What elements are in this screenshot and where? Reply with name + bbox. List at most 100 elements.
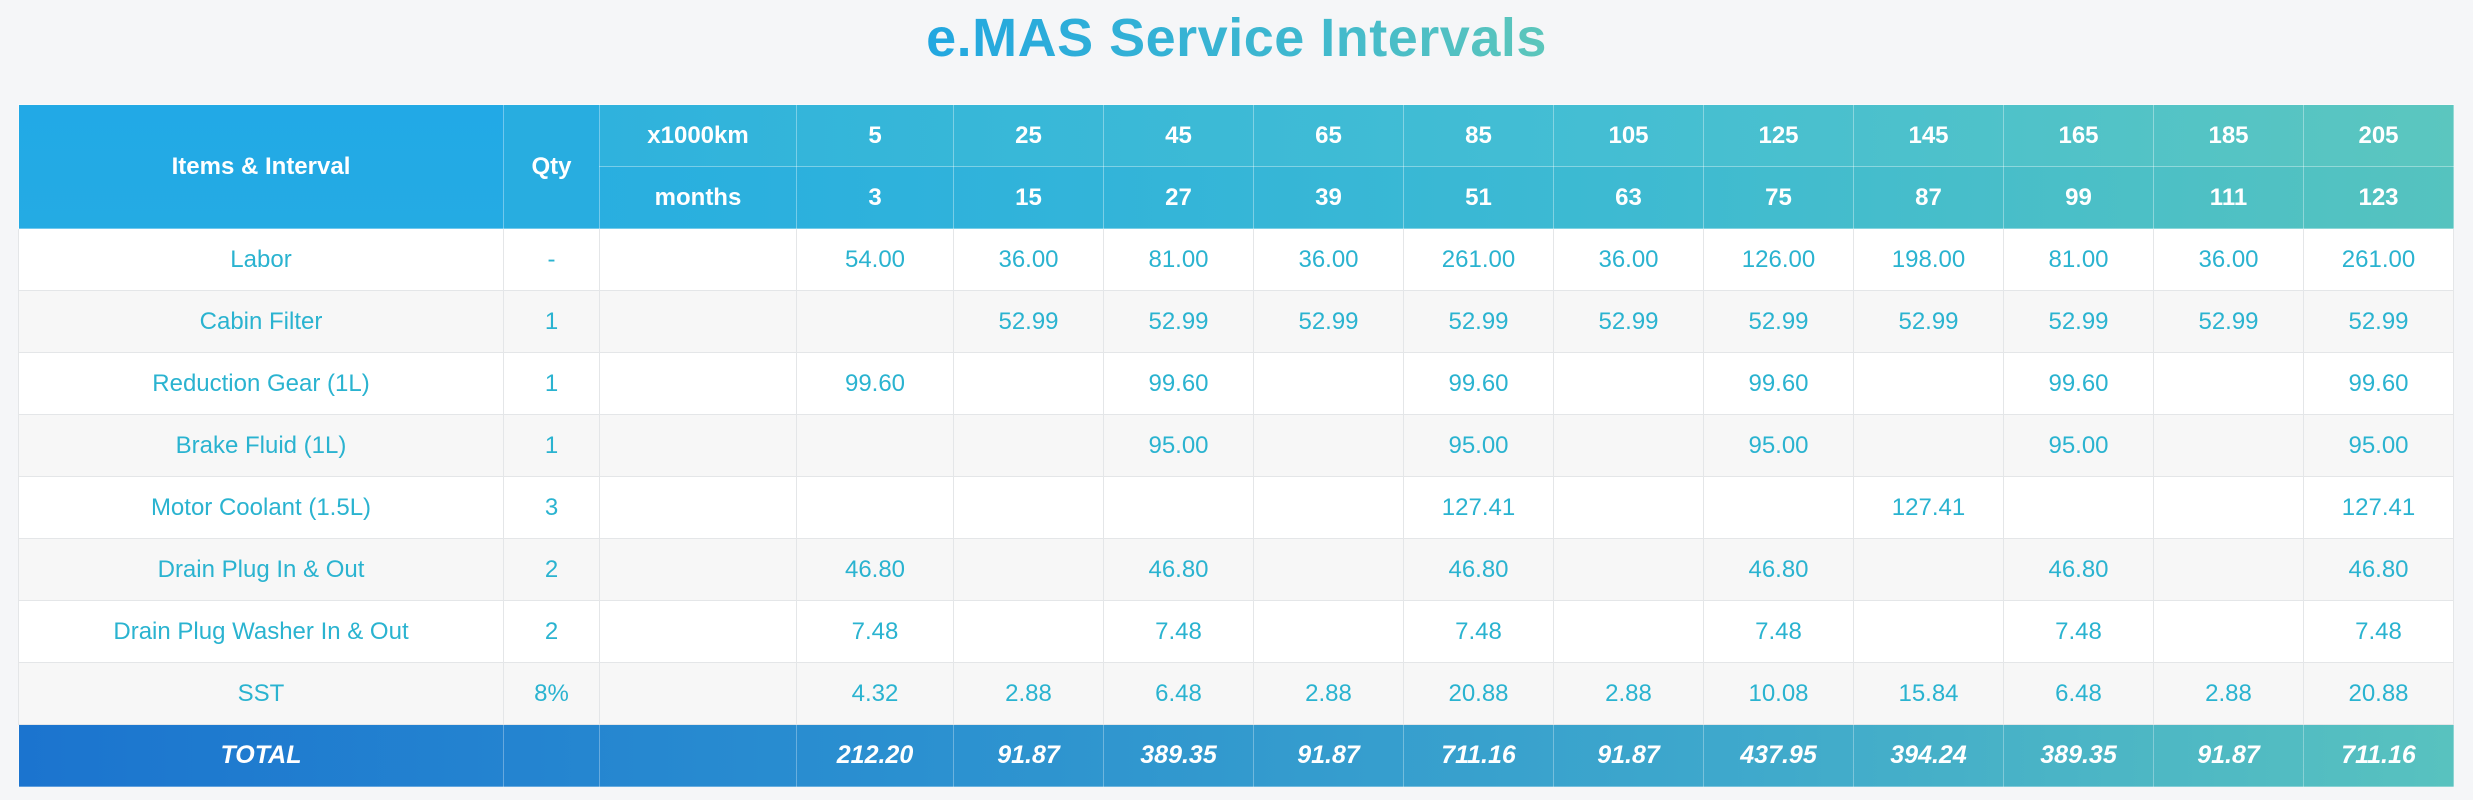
cost-cell <box>953 414 1104 477</box>
cost-cell: 36.00 <box>1553 228 1704 291</box>
table-row: Cabin Filter 1 52.99 52.99 52.99 52.99 52.99 52… <box>18 290 2454 353</box>
item-name-cell: Brake Fluid (1L) <box>18 414 504 477</box>
cost-cell: 52.99 <box>1703 290 1854 353</box>
km-interval-header: 5 <box>796 104 954 167</box>
qty-cell: 2 <box>503 538 600 601</box>
item-name-cell: Cabin Filter <box>18 290 504 353</box>
total-cost-cell: 389.35 <box>2003 724 2154 787</box>
cost-cell: 36.00 <box>1253 228 1404 291</box>
cost-cell: 81.00 <box>2003 228 2154 291</box>
km-interval-header: 165 <box>2003 104 2154 167</box>
cost-cell: 7.48 <box>1103 600 1254 663</box>
table-body: Labor -54.00 36.00 81.00 36.00 261.00 36.00 126… <box>18 228 2454 725</box>
cost-cell: 7.48 <box>1403 600 1554 663</box>
months-unit-header: months <box>599 166 797 229</box>
cost-cell: 52.99 <box>1253 290 1404 353</box>
items-interval-header: Items & Interval <box>18 104 504 229</box>
cost-cell: 2.88 <box>953 662 1104 725</box>
table-header: Items & Interval Qty x1000km 5 25 45 65 85 10… <box>18 104 2454 229</box>
cost-cell <box>2153 476 2304 539</box>
cost-cell: 127.41 <box>1403 476 1554 539</box>
km-interval-header: 205 <box>2303 104 2454 167</box>
cost-cell: 95.00 <box>2003 414 2154 477</box>
cost-cell: 99.60 <box>1103 352 1254 415</box>
item-name-cell: Drain Plug Washer In & Out <box>18 600 504 663</box>
total-label: TOTAL <box>18 724 504 787</box>
total-cost-cell: 711.16 <box>1403 724 1554 787</box>
table-row: Motor Coolant (1.5L) 3 127.41 127.41 127.41 <box>18 476 2454 539</box>
months-interval-header: 27 <box>1103 166 1254 229</box>
km-unit-header: x1000km <box>599 104 797 167</box>
qty-cell: 3 <box>503 476 600 539</box>
cost-cell <box>2153 352 2304 415</box>
months-interval-header: 99 <box>2003 166 2154 229</box>
unit-blank-cell <box>599 662 797 725</box>
cost-cell <box>2153 600 2304 663</box>
cost-cell: 52.99 <box>1103 290 1254 353</box>
cost-cell: 81.00 <box>1103 228 1254 291</box>
table-row: Drain Plug In & Out 2 46.80 46.80 46.80 46.80… <box>18 538 2454 601</box>
cost-cell <box>796 290 954 353</box>
cost-cell <box>953 476 1104 539</box>
cost-cell: 20.88 <box>1403 662 1554 725</box>
cost-cell <box>1553 476 1704 539</box>
cost-cell: 99.60 <box>1703 352 1854 415</box>
cost-cell <box>2153 414 2304 477</box>
qty-cell: 2 <box>503 600 600 663</box>
km-interval-header: 65 <box>1253 104 1404 167</box>
months-interval-header: 123 <box>2303 166 2454 229</box>
service-intervals-table: Items & Interval Qty x1000km 5 25 45 65 85 10… <box>18 104 2454 787</box>
cost-cell: 2.88 <box>2153 662 2304 725</box>
cost-cell: 52.99 <box>1553 290 1704 353</box>
cost-cell <box>953 538 1104 601</box>
cost-cell: 198.00 <box>1853 228 2004 291</box>
cost-cell: 99.60 <box>1403 352 1554 415</box>
total-cost-cell: 394.24 <box>1853 724 2004 787</box>
months-interval-header: 15 <box>953 166 1104 229</box>
cost-cell <box>1253 414 1404 477</box>
table-row: Reduction Gear (1L) 1 99.60 99.60 99.60 99.60… <box>18 352 2454 415</box>
qty-cell: - <box>503 228 600 291</box>
total-qty-cell <box>503 724 600 787</box>
qty-cell: 1 <box>503 290 600 353</box>
cost-cell <box>1853 352 2004 415</box>
cost-cell: 6.48 <box>1103 662 1254 725</box>
cost-cell <box>1253 476 1404 539</box>
cost-cell: 52.99 <box>2153 290 2304 353</box>
cost-cell: 95.00 <box>1103 414 1254 477</box>
cost-cell: 52.99 <box>1403 290 1554 353</box>
table-row: Labor -54.00 36.00 81.00 36.00 261.00 36.00 126… <box>18 228 2454 291</box>
item-name-cell: Drain Plug In & Out <box>18 538 504 601</box>
total-cost-cell: 389.35 <box>1103 724 1254 787</box>
cost-cell <box>1253 538 1404 601</box>
cost-cell: 46.80 <box>2303 538 2454 601</box>
cost-cell <box>1553 352 1704 415</box>
qty-cell: 1 <box>503 352 600 415</box>
cost-cell: 10.08 <box>1703 662 1854 725</box>
cost-cell: 46.80 <box>1103 538 1254 601</box>
months-interval-header: 63 <box>1553 166 1704 229</box>
cost-cell <box>2003 476 2154 539</box>
unit-blank-cell <box>599 352 797 415</box>
cost-cell <box>1853 600 2004 663</box>
months-interval-header: 39 <box>1253 166 1404 229</box>
months-interval-header: 111 <box>2153 166 2304 229</box>
months-interval-header: 87 <box>1853 166 2004 229</box>
cost-cell <box>1253 600 1404 663</box>
cost-cell: 95.00 <box>1403 414 1554 477</box>
total-cost-cell: 91.87 <box>1553 724 1704 787</box>
page-title: e.MAS Service Intervals <box>926 8 1547 68</box>
unit-blank-cell <box>599 290 797 353</box>
cost-cell: 261.00 <box>1403 228 1554 291</box>
cost-cell: 46.80 <box>796 538 954 601</box>
km-interval-header: 45 <box>1103 104 1254 167</box>
cost-cell: 95.00 <box>2303 414 2454 477</box>
total-cost-cell: 212.20 <box>796 724 954 787</box>
unit-blank-cell <box>599 476 797 539</box>
total-unit-cell <box>599 724 797 787</box>
cost-cell: 52.99 <box>1853 290 2004 353</box>
cost-cell: 127.41 <box>2303 476 2454 539</box>
qty-header: Qty <box>503 104 600 229</box>
cost-cell: 7.48 <box>2003 600 2154 663</box>
item-name-cell: Reduction Gear (1L) <box>18 352 504 415</box>
